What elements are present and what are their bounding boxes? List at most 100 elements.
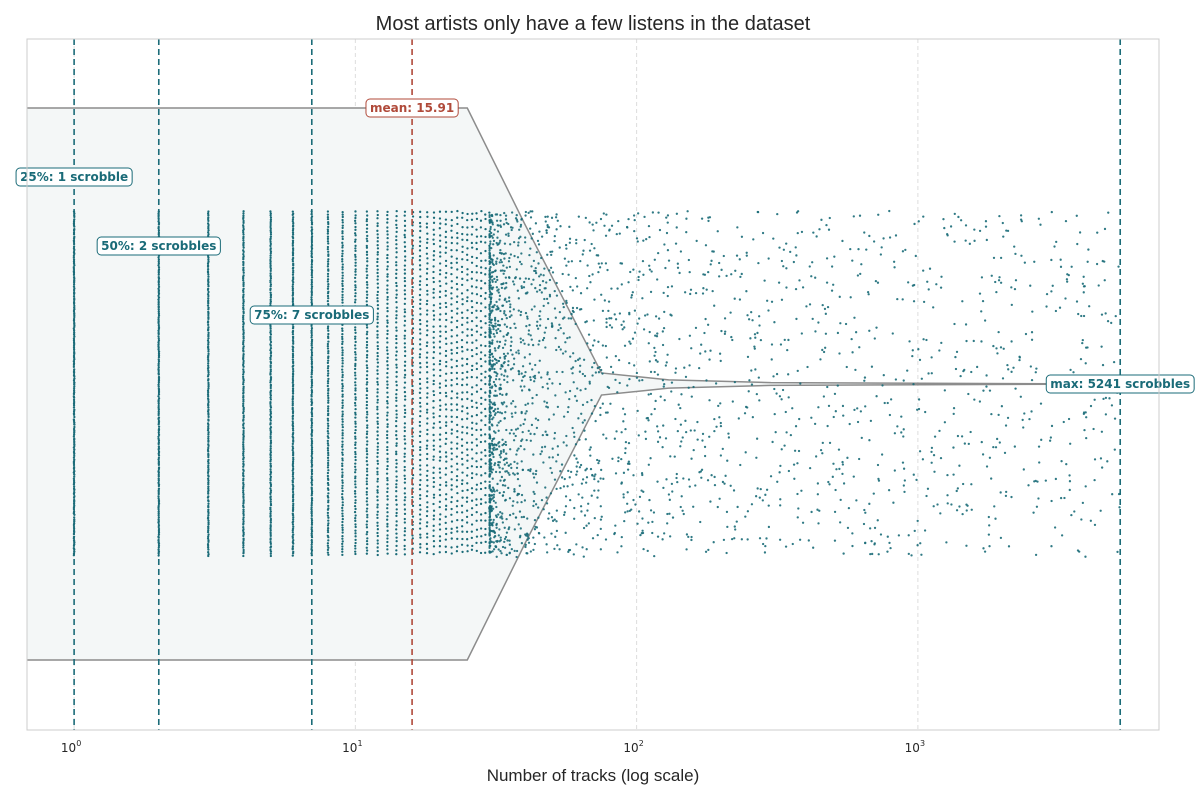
data-point (892, 260, 896, 263)
data-point (955, 509, 959, 512)
data-point (521, 430, 524, 434)
data-point (494, 322, 497, 325)
data-point (291, 529, 294, 532)
data-point (418, 259, 422, 262)
data-point (504, 470, 507, 473)
data-point (520, 252, 523, 255)
data-point (538, 324, 542, 327)
data-point (269, 396, 272, 399)
data-point (385, 400, 389, 403)
data-point (497, 548, 500, 551)
data-point (555, 213, 558, 216)
data-point (157, 506, 160, 509)
data-point (403, 369, 407, 372)
data-point (1030, 378, 1034, 382)
data-point (538, 532, 541, 535)
data-point (291, 358, 295, 361)
data-point (470, 393, 474, 396)
data-point (242, 518, 245, 521)
data-point (589, 454, 592, 457)
data-point (207, 317, 210, 320)
data-point (701, 439, 704, 442)
data-point (779, 498, 782, 501)
data-point (411, 215, 415, 218)
data-point (608, 229, 611, 232)
data-point (466, 258, 469, 262)
data-point (857, 457, 861, 461)
data-point (488, 380, 491, 383)
data-point (1029, 284, 1032, 287)
data-point (939, 456, 943, 460)
data-point (425, 542, 429, 546)
data-point (603, 299, 606, 302)
data-point (586, 400, 589, 404)
data-point (510, 547, 513, 551)
data-point (269, 525, 272, 528)
data-point (432, 276, 435, 280)
data-point (455, 415, 459, 419)
data-point (207, 217, 210, 221)
data-point (386, 479, 389, 482)
data-point (72, 365, 76, 368)
data-point (354, 216, 357, 220)
data-point (354, 462, 357, 465)
data-point (517, 370, 521, 373)
data-point (613, 437, 616, 440)
data-point (354, 268, 357, 271)
data-point (664, 266, 667, 270)
data-point (814, 330, 817, 333)
data-point (585, 481, 588, 484)
data-point (489, 275, 493, 279)
data-point (811, 317, 814, 321)
data-point (559, 326, 562, 330)
data-point (444, 391, 448, 394)
data-point (575, 306, 579, 310)
data-point (291, 451, 295, 454)
data-point (475, 324, 478, 328)
data-point (470, 375, 473, 379)
data-point (470, 499, 474, 502)
data-point (242, 254, 245, 258)
data-point (479, 333, 483, 336)
data-point (269, 325, 272, 329)
data-point (524, 371, 527, 374)
data-point (341, 453, 344, 456)
data-point (516, 256, 520, 259)
data-point (432, 216, 436, 219)
data-point (403, 517, 406, 521)
data-point (432, 399, 435, 403)
data-point (488, 538, 492, 541)
data-point (466, 550, 469, 553)
data-point (1038, 461, 1041, 464)
data-point (1001, 377, 1005, 380)
data-point (479, 487, 483, 491)
data-point (778, 395, 782, 398)
data-point (292, 440, 295, 443)
data-point (489, 411, 492, 414)
data-point (365, 219, 368, 223)
data-point (470, 536, 474, 539)
data-point (687, 535, 690, 538)
data-point (470, 270, 474, 274)
data-point (341, 218, 344, 222)
data-point (439, 302, 442, 305)
data-point (493, 536, 496, 539)
data-point (376, 268, 379, 271)
data-point (438, 363, 442, 366)
data-point (419, 479, 422, 482)
data-point (886, 550, 889, 553)
data-point (503, 343, 507, 346)
data-point (515, 351, 518, 354)
data-point (559, 348, 562, 351)
data-point (206, 543, 210, 546)
data-point (900, 415, 903, 418)
data-point (558, 246, 561, 249)
data-point (386, 376, 389, 379)
data-point (995, 291, 998, 294)
data-point (470, 348, 474, 352)
data-point (1110, 321, 1113, 325)
data-point (484, 540, 487, 544)
data-point (395, 490, 398, 493)
data-point (520, 493, 524, 497)
data-point (744, 451, 747, 454)
